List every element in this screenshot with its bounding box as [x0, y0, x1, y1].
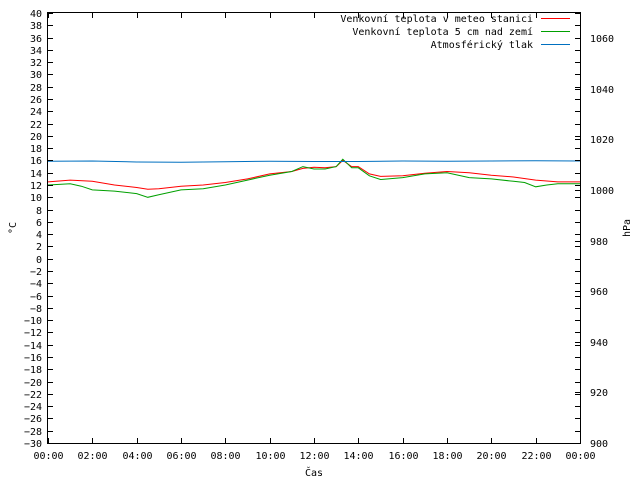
left-tick-label: 22: [30, 120, 42, 131]
x-tick-label: 16:00: [388, 451, 418, 462]
plot-frame: [47, 12, 581, 444]
left-tick-label: −28: [24, 427, 42, 438]
left-axis-label: °C: [8, 222, 19, 234]
right-tick-label: 920: [590, 388, 608, 399]
left-tick-label: 6: [36, 218, 42, 229]
left-tick-label: −18: [24, 365, 42, 376]
left-tick-label: −26: [24, 414, 42, 425]
left-tick-label: 34: [30, 46, 42, 57]
right-tick-label: 1040: [590, 85, 614, 96]
ticks-layer: [48, 13, 581, 444]
left-tick-label: 40: [30, 9, 42, 20]
left-tick-label: 26: [30, 95, 42, 106]
left-tick-label: 0: [36, 255, 42, 266]
left-tick-label: −30: [24, 439, 42, 450]
right-tick-label: 1020: [590, 135, 614, 146]
right-axis-label: hPa: [622, 219, 633, 237]
left-tick-label: −22: [24, 390, 42, 401]
left-tick-label: 4: [36, 230, 42, 241]
left-tick-label: 36: [30, 34, 42, 45]
x-tick-label: 02:00: [77, 451, 107, 462]
x-tick-label: 18:00: [432, 451, 462, 462]
left-tick-label: 30: [30, 70, 42, 81]
left-tick-label: 10: [30, 193, 42, 204]
x-axis-label: Čas: [305, 466, 323, 479]
legend-label: Atmosférický tlak: [431, 39, 533, 51]
left-tick-label: −2: [30, 267, 42, 278]
left-tick-label: 18: [30, 144, 42, 155]
left-tick-label: −12: [24, 328, 42, 339]
left-tick-label: −10: [24, 316, 42, 327]
series-line-3: [47, 160, 581, 163]
x-tick-label: 20:00: [476, 451, 506, 462]
left-tick-label: 20: [30, 132, 42, 143]
left-tick-label: −6: [30, 292, 42, 303]
left-tick-label: −16: [24, 353, 42, 364]
left-tick-label: −14: [24, 341, 42, 352]
right-axis-tick-labels: 1060 1040 1020 1000 980 960 940 920 900: [590, 34, 614, 450]
left-tick-label: 32: [30, 58, 42, 69]
x-tick-label: 00:00: [565, 451, 595, 462]
left-tick-label: −20: [24, 378, 42, 389]
left-tick-label: −24: [24, 402, 42, 413]
left-tick-label: −4: [30, 279, 42, 290]
right-tick-label: 1000: [590, 186, 614, 197]
left-tick-label: 14: [30, 169, 42, 180]
left-tick-label: 24: [30, 107, 42, 118]
x-tick-label: 06:00: [166, 451, 196, 462]
x-tick-label: 04:00: [122, 451, 152, 462]
left-tick-label: 28: [30, 83, 42, 94]
left-tick-label: 12: [30, 181, 42, 192]
x-tick-label: 14:00: [343, 451, 373, 462]
right-tick-label: 900: [590, 439, 608, 450]
left-tick-label: 16: [30, 156, 42, 167]
x-tick-label: 00:00: [33, 451, 63, 462]
left-tick-label: 2: [36, 242, 42, 253]
left-tick-label: 38: [30, 21, 42, 32]
left-tick-label: −8: [30, 304, 42, 315]
x-tick-label: 22:00: [521, 451, 551, 462]
x-tick-label: 10:00: [255, 451, 285, 462]
legend-label: Venkovní teplota v meteo stanici: [340, 13, 533, 25]
x-axis-tick-labels: 00:00 02:00 04:00 06:00 08:00 10:00 12:00 14:00…: [33, 451, 595, 462]
left-axis-tick-labels: 4038363432302826242220181614121086420−2−…: [24, 9, 42, 450]
right-tick-label: 980: [590, 237, 608, 248]
legend: Venkovní teplota v meteo staniciVenkovní…: [340, 13, 570, 51]
x-tick-label: 08:00: [210, 451, 240, 462]
legend-label: Venkovní teplota 5 cm nad zemí: [352, 26, 533, 38]
series-line-1: [47, 159, 580, 190]
right-tick-label: 960: [590, 287, 608, 298]
series-layer: [47, 158, 581, 198]
x-tick-label: 12:00: [299, 451, 329, 462]
series-line-2: [47, 158, 580, 198]
right-tick-label: 940: [590, 338, 608, 349]
right-tick-label: 1060: [590, 34, 614, 45]
left-tick-label: 8: [36, 206, 42, 217]
